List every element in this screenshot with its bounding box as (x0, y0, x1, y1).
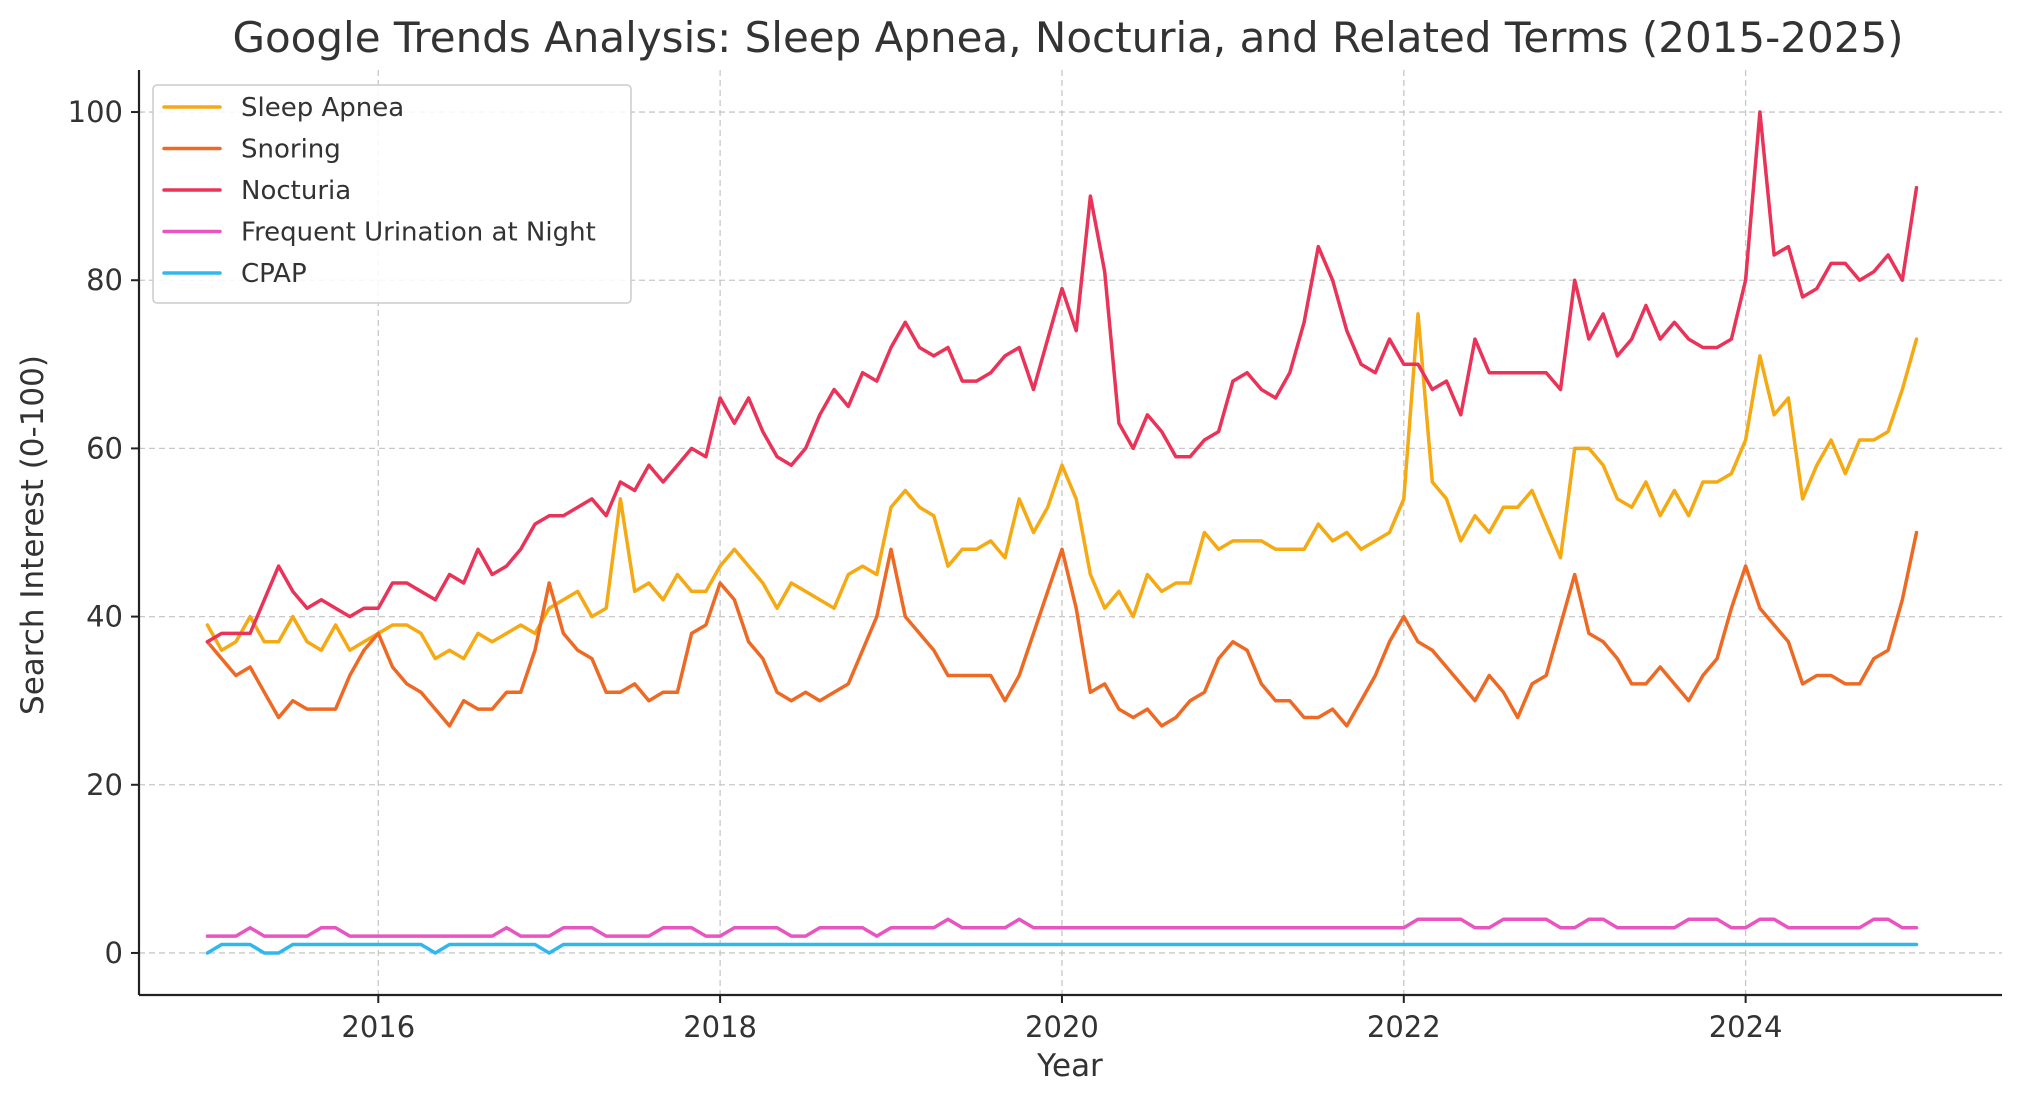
y-axis-label: Search Interest (0-100) (15, 355, 51, 715)
legend: Sleep Apnea Snoring Nocturia Frequent Urina… (152, 84, 632, 304)
x-tick-label: 2022 (1367, 1010, 1441, 1044)
ticks-layer: 0 20 40 60 80 100 2016 2018 2020 2022 2024 (68, 95, 1783, 1044)
y-tick-label: 100 (68, 95, 123, 129)
legend-label: Snoring (241, 135, 341, 165)
series-line-0 (205, 312, 1919, 661)
x-tick-label: 2016 (341, 1010, 415, 1044)
x-tick-label: 2024 (1709, 1010, 1783, 1044)
y-tick-label: 80 (86, 263, 123, 297)
y-tick-label: 20 (86, 768, 123, 802)
x-axis-label: Year (1036, 1048, 1103, 1084)
y-tick-label: 0 (105, 936, 123, 970)
series-layer (205, 110, 1919, 955)
legend-label: CPAP (241, 259, 307, 289)
legend-box (152, 84, 632, 304)
series-line-4 (205, 942, 1919, 955)
x-tick-label: 2020 (1025, 1010, 1099, 1044)
axes-layer (137, 70, 2002, 997)
chart-title: Google Trends Analysis: Sleep Apnea, Noc… (232, 13, 1903, 62)
y-tick-label: 40 (86, 600, 123, 634)
series-line-3 (205, 917, 1919, 938)
x-tick-label: 2018 (683, 1010, 757, 1044)
series-line-2 (205, 110, 1919, 644)
legend-label: Frequent Urination at Night (241, 218, 596, 248)
y-tick-label: 60 (86, 431, 123, 465)
legend-label: Sleep Apnea (241, 93, 404, 123)
legend-label: Nocturia (241, 176, 351, 206)
series-line-1 (205, 530, 1919, 728)
